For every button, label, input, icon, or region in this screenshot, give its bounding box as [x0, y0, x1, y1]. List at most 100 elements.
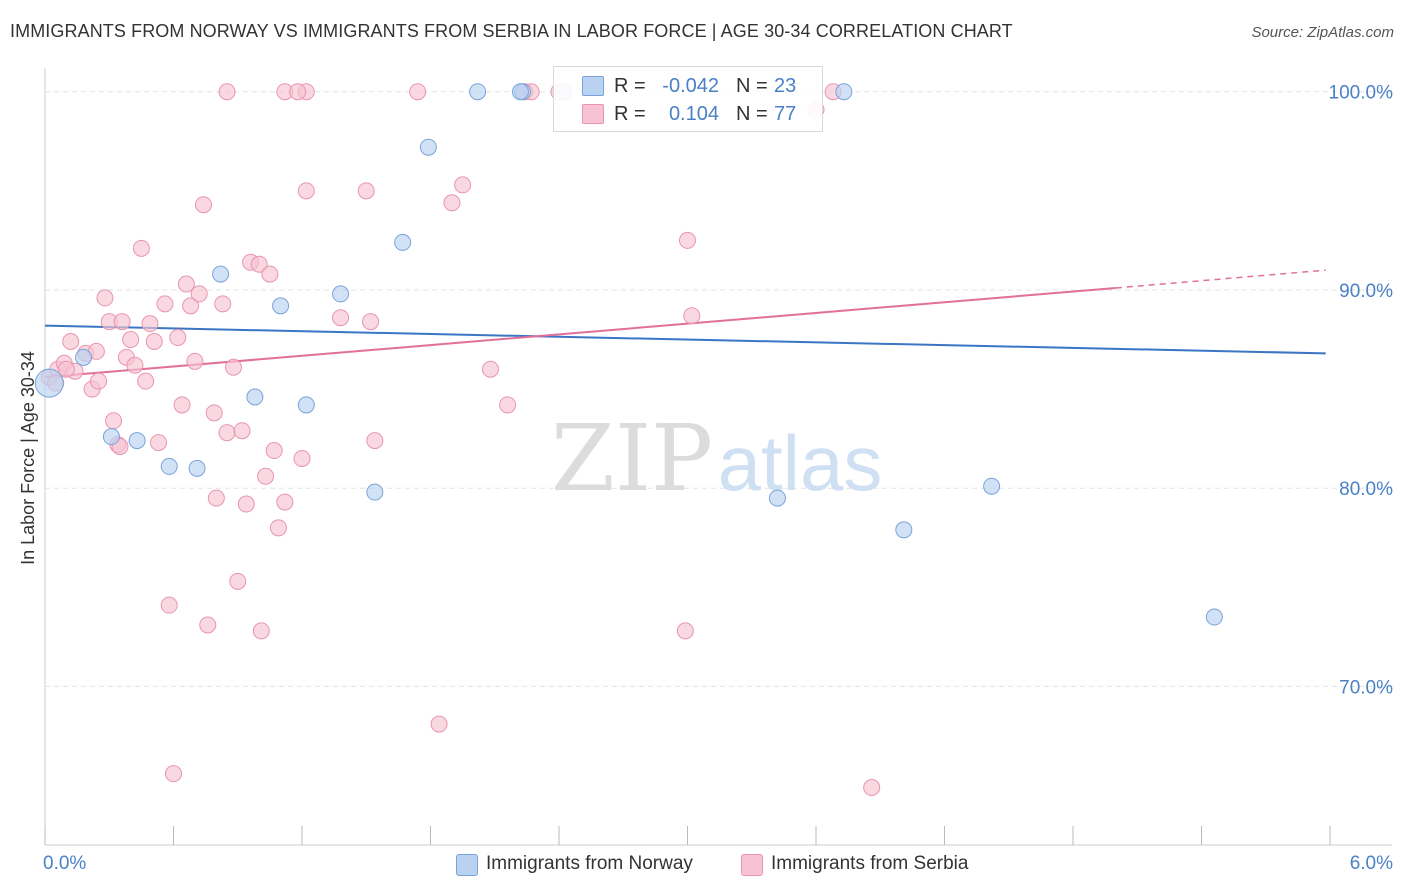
serbia-point	[250, 255, 268, 273]
serbia-point	[169, 329, 187, 347]
legend-n-value: 77	[774, 103, 797, 125]
watermark-zip: ZIP	[551, 405, 713, 512]
gridlines	[45, 91, 1392, 687]
serbia-point	[409, 83, 427, 101]
serbia-point	[113, 313, 131, 331]
serbia-point	[481, 360, 499, 378]
serbia-point	[499, 396, 517, 414]
y-tick-label: 80.0%	[1339, 479, 1393, 500]
y-axis-label: In Labor Force | Age 30-34	[18, 351, 38, 565]
norway-point	[835, 83, 853, 101]
serbia-point	[229, 572, 247, 590]
serbia-point	[62, 333, 80, 351]
serbia-point	[122, 331, 140, 349]
serbia-point	[257, 467, 275, 485]
serbia-point	[156, 295, 174, 313]
norway-point	[188, 459, 206, 477]
serbia-point	[237, 495, 255, 513]
serbia-point	[194, 196, 212, 214]
serbia-swatch	[582, 104, 604, 124]
serbia-point	[269, 519, 287, 537]
norway-point	[895, 521, 913, 539]
legend-row-norway: R = -0.042 N = 23	[554, 71, 822, 101]
tick-labels: 70.0% 80.0% 90.0% 100.0% 0.0% 6.0%	[43, 83, 1393, 874]
serbia-point	[207, 489, 225, 507]
serbia-point	[297, 182, 315, 200]
serbia-point	[186, 352, 204, 370]
serbia-point	[199, 616, 217, 634]
serbia-point	[366, 432, 384, 450]
legend-r-label: R =	[614, 103, 646, 125]
serbia-point	[261, 265, 279, 283]
norway-point	[511, 83, 529, 101]
serbia-point	[676, 622, 694, 640]
legend-row-serbia: R = 0.104 N = 77	[554, 99, 822, 129]
serbia-point	[224, 358, 242, 376]
serbia-point	[362, 313, 380, 331]
x-tick-label: 0.0%	[43, 853, 86, 874]
norway-point	[768, 489, 786, 507]
serbia-point	[145, 333, 163, 351]
serbia-point	[173, 396, 191, 414]
serbia-point	[160, 596, 178, 614]
serbia-point	[177, 275, 195, 293]
serbia-point	[683, 307, 701, 325]
serbia-point	[218, 424, 236, 442]
legend-n-value: 23	[774, 75, 797, 97]
serbia-point	[289, 83, 307, 101]
y-tick-label: 100.0%	[1329, 83, 1394, 104]
norway-trend-line	[44, 324, 1326, 355]
serbia-point	[132, 239, 150, 257]
norway-point	[1205, 608, 1223, 626]
y-tick-label: 90.0%	[1339, 281, 1393, 302]
norway-point	[394, 233, 412, 251]
serbia-trend-line	[44, 286, 1116, 379]
norway-legend-swatch	[456, 854, 478, 876]
norway-point	[246, 388, 264, 406]
correlation-legend: R = -0.042 N = 23 R = 0.104 N = 77	[553, 66, 823, 132]
chart-title: IMMIGRANTS FROM NORWAY VS IMMIGRANTS FRO…	[10, 21, 1013, 41]
watermark-atlas: atlas	[718, 419, 883, 507]
serbia-point	[679, 231, 696, 249]
norway-point	[983, 477, 1001, 495]
norway-point	[128, 432, 146, 450]
norway-point	[366, 483, 384, 501]
serbia-point	[357, 182, 375, 200]
legend-r-label: R =	[614, 75, 646, 97]
serbia-point	[233, 422, 251, 440]
norway-point	[419, 138, 437, 156]
serbia-point	[57, 360, 75, 378]
bottom-legend: Immigrants from Norway Immigrants from S…	[0, 851, 1406, 879]
serbia-point	[454, 176, 472, 194]
legend-r-value: 0.104	[668, 103, 719, 125]
legend-label-norway: Immigrants from Norway	[486, 853, 693, 874]
serbia-point	[443, 194, 461, 212]
y-tick-label: 70.0%	[1339, 677, 1393, 698]
serbia-point	[126, 356, 144, 374]
serbia-point	[90, 372, 108, 390]
axes	[44, 68, 1392, 846]
x-tick-label: 6.0%	[1350, 853, 1393, 874]
serbia-point	[252, 622, 270, 640]
serbia-point	[863, 779, 881, 797]
serbia-point	[141, 315, 159, 333]
serbia-point	[214, 295, 232, 313]
serbia-point	[105, 412, 123, 430]
norway-point	[332, 285, 350, 303]
legend-n-label: N =	[736, 103, 768, 125]
norway-point	[272, 297, 290, 315]
norway-point	[297, 396, 315, 414]
norway-point	[34, 368, 64, 398]
serbia-point	[137, 372, 155, 390]
serbia-point	[293, 449, 311, 467]
watermark: ZIP atlas	[551, 405, 882, 512]
norway-point	[75, 348, 93, 366]
serbia-point	[218, 83, 236, 101]
serbia-point	[150, 434, 168, 452]
serbia-point	[182, 297, 200, 315]
serbia-trend-extension	[1115, 269, 1326, 289]
legend-n-label: N =	[736, 75, 768, 97]
trend-lines	[44, 269, 1326, 379]
norway-point	[469, 83, 487, 101]
